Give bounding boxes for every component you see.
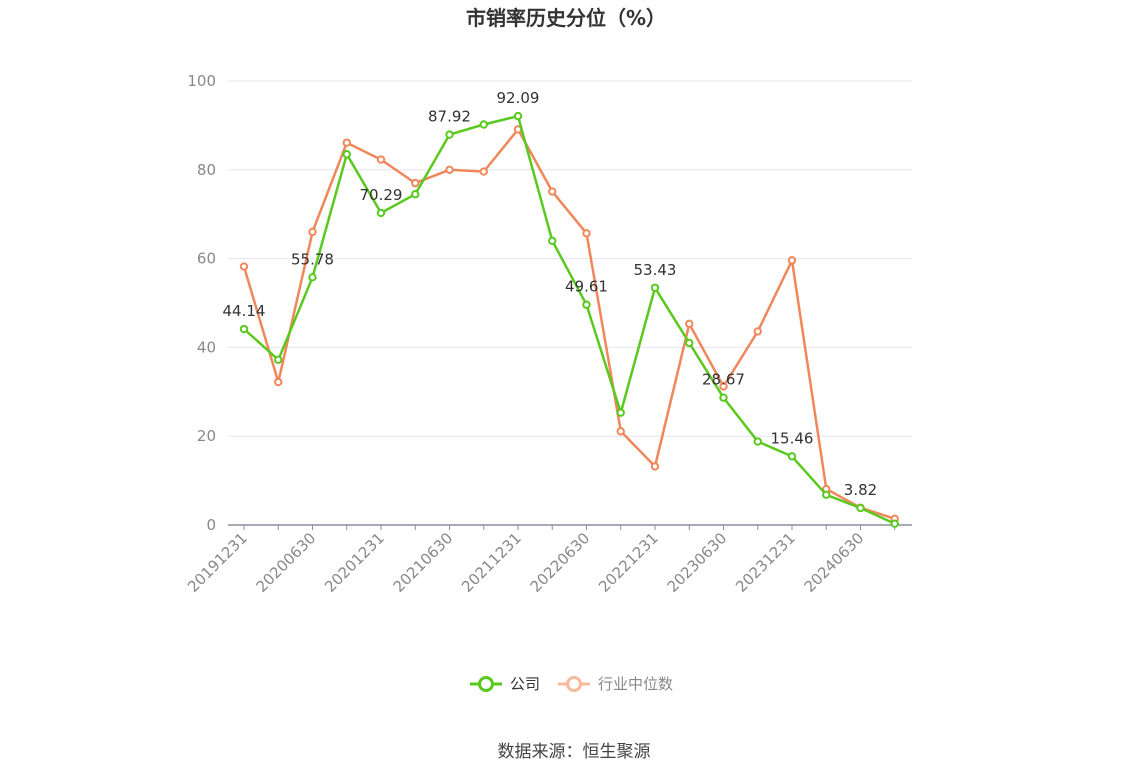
y-tick-label: 40 xyxy=(197,338,216,356)
y-tick-label: 20 xyxy=(197,427,216,445)
x-tick-label: 20220630 xyxy=(527,529,594,596)
data-point xyxy=(685,338,694,348)
data-point xyxy=(616,408,625,417)
y-axis-ticks: 0 20 40 60 80 100 xyxy=(187,72,216,534)
data-label: 55.78 xyxy=(291,250,334,268)
chart-title: 市销率历史分位（%） xyxy=(466,6,666,30)
data-point xyxy=(753,437,762,446)
x-tick-label: 20221231 xyxy=(595,529,662,596)
data-label: 87.92 xyxy=(428,108,471,126)
legend-marker-icon xyxy=(478,676,494,692)
x-tick-label: 20240630 xyxy=(801,529,868,596)
x-tick-label: 20210630 xyxy=(390,529,457,596)
data-point xyxy=(685,319,694,329)
series-line-company xyxy=(243,114,896,525)
x-tick-label: 20211231 xyxy=(458,529,525,596)
data-point xyxy=(890,519,899,528)
x-tick-label: 20230630 xyxy=(664,529,731,596)
data-point xyxy=(479,120,488,129)
data-point xyxy=(822,490,831,500)
data-label: 15.46 xyxy=(771,429,814,447)
data-label: 70.29 xyxy=(360,186,403,204)
data-point xyxy=(719,382,728,391)
data-point xyxy=(787,452,797,461)
data-point xyxy=(376,155,386,164)
data-point xyxy=(411,178,420,188)
data-point xyxy=(376,208,386,218)
data-point xyxy=(548,236,557,246)
data-point xyxy=(239,262,249,271)
data-label: 44.14 xyxy=(223,302,266,320)
data-point xyxy=(513,111,523,121)
data-point xyxy=(650,462,660,471)
data-point xyxy=(445,130,454,139)
data-point xyxy=(342,138,351,147)
legend-label: 公司 xyxy=(510,675,540,693)
data-point xyxy=(616,427,625,436)
x-tick-label: 20200630 xyxy=(253,529,320,596)
data-point xyxy=(787,256,797,265)
data-point xyxy=(308,273,317,282)
series-line-industry-median xyxy=(242,128,896,520)
data-point xyxy=(479,167,488,176)
data-point xyxy=(274,355,283,365)
data-point xyxy=(548,187,557,196)
data-point xyxy=(582,229,591,238)
legend-label: 行业中位数 xyxy=(598,675,673,693)
legend-marker-icon xyxy=(566,676,582,692)
data-point xyxy=(342,150,351,159)
data-point xyxy=(650,283,660,292)
y-tick-label: 0 xyxy=(206,516,216,534)
data-point xyxy=(411,190,420,199)
legend-item-company[interactable]: 公司 xyxy=(470,675,540,693)
data-point xyxy=(753,327,762,336)
legend[interactable]: 公司 行业中位数 xyxy=(470,675,673,693)
data-point xyxy=(719,393,728,402)
x-tick-label: 20201231 xyxy=(321,529,388,596)
data-label: 3.82 xyxy=(844,481,877,499)
data-point xyxy=(445,165,454,175)
y-tick-label: 80 xyxy=(197,161,216,179)
data-point xyxy=(856,503,865,513)
data-labels: 44.14 55.78 70.29 87.92 92.09 49.61 53.43 28.67… xyxy=(223,89,878,499)
legend-item-industry-median[interactable]: 行业中位数 xyxy=(558,675,673,693)
data-point xyxy=(582,300,591,309)
data-point xyxy=(308,227,317,237)
y-tick-label: 60 xyxy=(197,250,216,268)
x-tick-label: 20191231 xyxy=(184,529,251,596)
data-label: 49.61 xyxy=(565,278,608,296)
series-layer xyxy=(239,111,899,528)
data-point xyxy=(239,324,249,334)
x-tick-label: 20231231 xyxy=(732,529,799,596)
y-tick-label: 100 xyxy=(187,72,216,90)
data-label: 53.43 xyxy=(634,261,677,279)
data-point xyxy=(274,377,283,387)
source-note: 数据来源：恒生聚源 xyxy=(498,742,651,762)
x-axis: 20191231 20200630 20201231 20210630 20211231… xyxy=(184,524,912,596)
data-label: 28.67 xyxy=(702,371,745,389)
data-label: 92.09 xyxy=(497,89,540,107)
